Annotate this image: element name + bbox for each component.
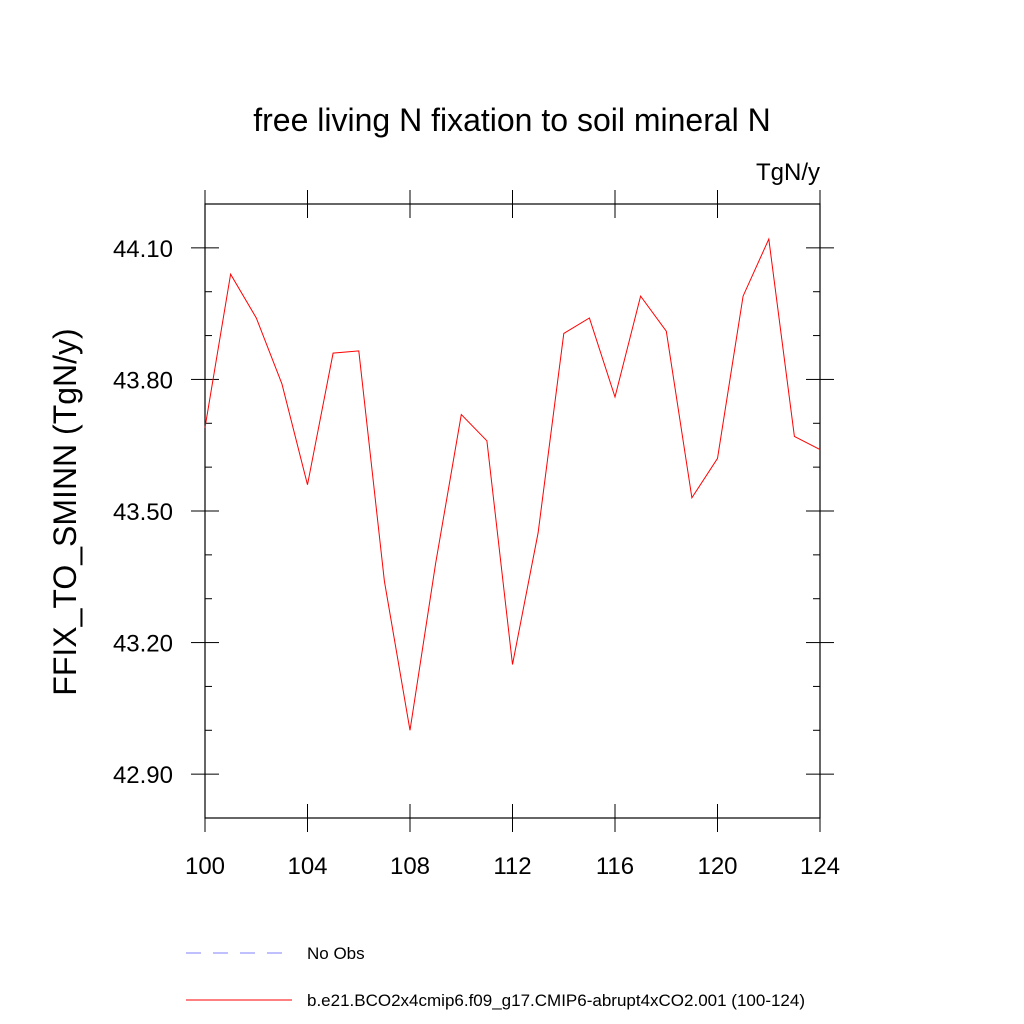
x-tick-label: 112 bbox=[493, 853, 531, 880]
chart-title: free living N fixation to soil mineral N bbox=[253, 102, 771, 138]
y-tick-label: 44.10 bbox=[113, 236, 173, 263]
y-tick-label: 43.20 bbox=[113, 631, 173, 658]
plot-frame bbox=[204, 203, 821, 819]
legend-label-model: b.e21.BCO2x4cmip6.f09_g17.CMIP6-abrupt4x… bbox=[307, 991, 805, 1010]
y-tick-label: 42.90 bbox=[113, 762, 173, 789]
x-tick-label: 108 bbox=[390, 853, 430, 880]
x-tick-label: 124 bbox=[800, 853, 840, 880]
axis-tick-labels: 100 104 108 112 116 120 124 42.90 43.20 43.50 43.8… bbox=[113, 236, 840, 880]
x-tick-label: 120 bbox=[697, 853, 737, 880]
y-axis-label: FFIX_TO_SMINN (TgN/y) bbox=[47, 328, 83, 695]
legend-label-obs: No Obs bbox=[307, 944, 365, 963]
y-tick-label: 43.80 bbox=[113, 367, 173, 394]
series-group bbox=[204, 237, 821, 731]
units-label: TgN/y bbox=[756, 159, 820, 186]
x-tick-label: 104 bbox=[287, 853, 327, 880]
axis-ticks bbox=[191, 190, 834, 832]
legend: No Obs b.e21.BCO2x4cmip6.f09_g17.CMIP6-a… bbox=[186, 944, 805, 1010]
x-tick-label: 116 bbox=[596, 853, 634, 880]
x-tick-label: 100 bbox=[185, 853, 225, 880]
y-tick-label: 43.50 bbox=[113, 499, 173, 526]
series-line bbox=[204, 237, 821, 731]
